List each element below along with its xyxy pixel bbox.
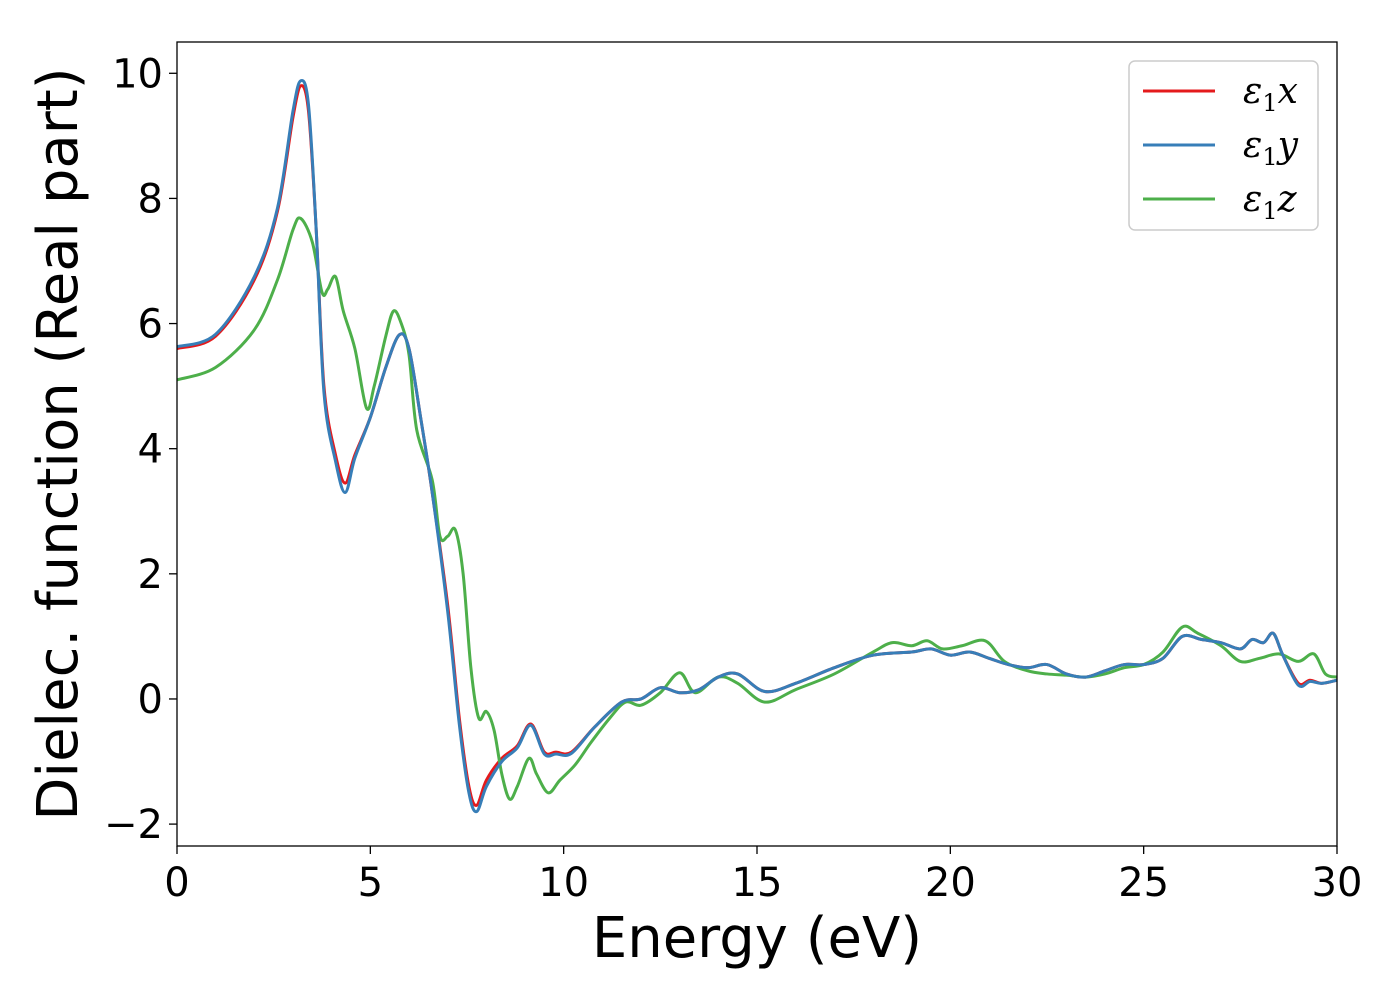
legend: ε1x ε1y ε1z [1128,60,1319,231]
y-tick-label: 4 [138,427,163,473]
series-line-eps1z [177,216,1337,801]
legend-box [1128,60,1319,231]
y-tick-label: 8 [138,176,163,222]
x-tick-label: 0 [164,860,189,906]
series-layer [177,79,1337,814]
legend-label-eps1y: ε1y [1243,125,1299,171]
y-axis-title: Dielec. function (Real part) [26,67,91,820]
x-tick-label: 15 [732,860,783,906]
x-tick-label: 25 [1118,860,1169,906]
legend-label-eps1x: ε1x [1243,71,1298,117]
series-line-eps1y [177,79,1337,814]
x-tick-label: 30 [1312,860,1363,906]
legend-label-eps1z: ε1z [1243,179,1298,225]
y-tick-label: 0 [138,677,163,723]
x-tick-label: 5 [358,860,383,906]
x-axis-title: Energy (eV) [592,906,922,971]
y-tick-label: 2 [138,552,163,598]
plot-frame [176,41,1338,847]
y-tick-label: 10 [112,51,163,97]
y-tick-label: 6 [138,302,163,348]
x-tick-label: 10 [538,860,589,906]
x-tick-label: 20 [925,860,976,906]
y-tick-label: −2 [104,802,163,848]
